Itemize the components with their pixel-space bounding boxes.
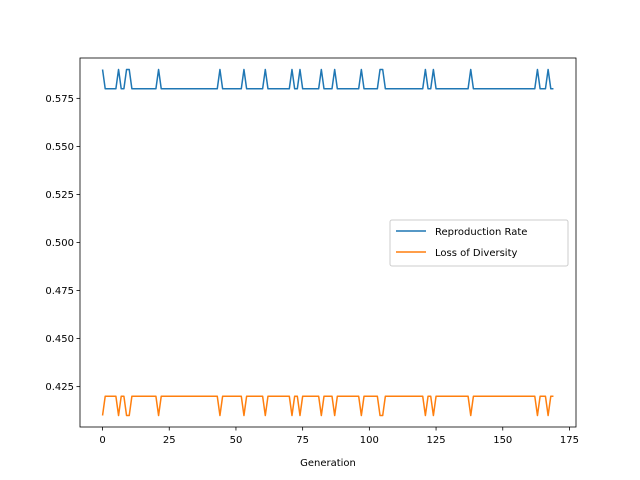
x-tick-label: 75: [296, 435, 309, 446]
series-line-reproduction-rate: [101, 68, 554, 90]
x-axis-ticks: 0 25 50 75 100 125 150 175: [99, 427, 579, 446]
legend-label-loss-of-diversity: Loss of Diversity: [435, 248, 517, 259]
legend-label-reproduction-rate: Reproduction Rate: [435, 227, 527, 238]
y-tick-label: 0.550: [45, 142, 74, 153]
legend-box: [389, 219, 569, 267]
y-tick-label: 0.475: [45, 286, 74, 297]
x-tick-label: 150: [493, 435, 512, 446]
y-tick-label: 0.425: [45, 382, 74, 393]
series-line-loss-of-diversity: [101, 395, 554, 417]
x-tick-label: 50: [230, 435, 243, 446]
y-tick-label: 0.450: [45, 334, 74, 345]
y-axis-ticks: 0.425 0.450 0.475 0.500 0.525 0.550 0.575: [45, 94, 80, 393]
series-layer: [101, 68, 554, 417]
y-tick-label: 0.575: [45, 94, 74, 105]
x-tick-label: 0: [99, 435, 105, 446]
x-tick-label: 100: [360, 435, 379, 446]
x-tick-label: 175: [560, 435, 579, 446]
x-tick-label: 125: [427, 435, 446, 446]
y-tick-label: 0.525: [45, 190, 74, 201]
x-tick-label: 25: [163, 435, 176, 446]
x-axis-label: Generation: [300, 458, 356, 469]
legend: Reproduction Rate Loss of Diversity: [389, 219, 569, 267]
y-tick-label: 0.500: [45, 238, 74, 249]
